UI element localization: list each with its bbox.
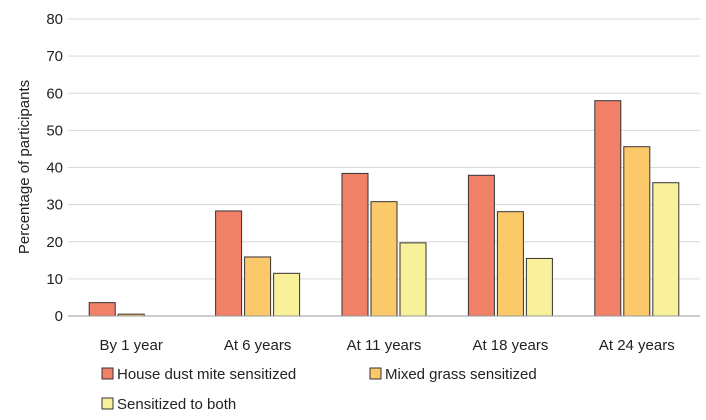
bar (399, 242, 427, 317)
y-axis-ticks: 0 10 20 30 40 50 60 70 80 (46, 11, 63, 325)
x-tick-label: At 24 years (599, 337, 675, 354)
legend: House dust mite sensitized Mixed grass se… (101, 366, 537, 413)
y-tick-label: 80 (46, 11, 63, 28)
legend-label: Mixed grass sensitized (385, 366, 537, 383)
y-tick-label: 50 (46, 122, 63, 139)
y-tick-label: 40 (46, 160, 63, 177)
legend-label: Sensitized to both (117, 396, 236, 413)
bar (496, 211, 524, 317)
x-tick-label: By 1 year (100, 337, 163, 354)
legend-swatch (369, 367, 382, 380)
y-tick-label: 20 (46, 234, 63, 251)
bars (88, 100, 680, 317)
x-tick-label: At 18 years (472, 337, 548, 354)
bar (525, 257, 553, 317)
y-tick-label: 30 (46, 197, 63, 214)
x-axis-ticks: By 1 year At 6 years At 11 years At 18 year… (100, 337, 675, 354)
bar (341, 172, 369, 317)
bar (370, 201, 398, 317)
bar (467, 174, 495, 317)
legend-swatch (101, 397, 114, 410)
x-tick-label: At 6 years (224, 337, 292, 354)
y-tick-label: 0 (55, 308, 63, 325)
y-tick-label: 10 (46, 271, 63, 288)
bar (215, 210, 243, 317)
legend-label: House dust mite sensitized (117, 366, 296, 383)
x-tick-label: At 11 years (347, 337, 422, 354)
bar (594, 100, 622, 317)
legend-swatch (101, 367, 114, 380)
bar (244, 256, 272, 317)
y-tick-label: 60 (46, 85, 63, 102)
bar (88, 302, 116, 317)
bar (273, 272, 301, 317)
bar (623, 146, 651, 317)
y-tick-label: 70 (46, 48, 63, 65)
y-axis-title: Percentage of participants (16, 80, 33, 254)
bar (652, 182, 680, 317)
